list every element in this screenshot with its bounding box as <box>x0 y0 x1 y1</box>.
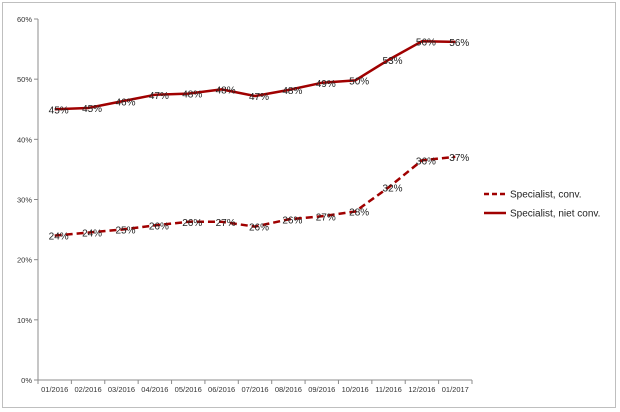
x-tick-label: 04/2016 <box>141 385 168 394</box>
data-label: 46% <box>115 97 135 108</box>
data-label: 28% <box>349 208 369 219</box>
data-label: 37% <box>449 153 469 164</box>
legend-label: Specialist, conv. <box>510 190 582 201</box>
series-lines <box>54 40 456 237</box>
data-label: 48% <box>216 85 236 96</box>
chart-frame <box>2 2 616 408</box>
x-tick-label: 01/2017 <box>442 385 469 394</box>
x-tick-label: 08/2016 <box>275 385 302 394</box>
data-label: 45% <box>82 104 102 115</box>
y-tick-label: 30% <box>17 196 32 205</box>
series-line-specialist-niet-conv <box>54 40 456 111</box>
data-label: 47% <box>149 91 169 102</box>
y-axis-ticks: 0% 10% 20% 30% 40% 50% 60% <box>17 15 38 385</box>
data-label: 50% <box>349 76 369 87</box>
y-tick-label: 10% <box>17 316 32 325</box>
x-axis-ticks: 01/2016 02/2016 03/2016 04/2016 05/2016 06/20… <box>37 380 473 394</box>
data-label: 26% <box>249 223 269 234</box>
x-tick-label: 02/2016 <box>75 385 102 394</box>
x-tick-label: 05/2016 <box>175 385 202 394</box>
x-tick-label: 09/2016 <box>308 385 335 394</box>
data-label: 25% <box>115 226 135 237</box>
data-label: 56% <box>416 37 436 48</box>
data-label: 56% <box>449 38 469 49</box>
y-tick-label: 60% <box>17 15 32 24</box>
data-label: 53% <box>383 56 403 67</box>
data-label: 26% <box>149 221 169 232</box>
series-line-specialist-conv <box>54 155 456 237</box>
data-label: 48% <box>182 90 202 101</box>
data-label: 48% <box>282 86 302 97</box>
data-label: 32% <box>383 183 403 194</box>
y-tick-label: 40% <box>17 135 32 144</box>
data-label: 27% <box>316 212 336 223</box>
y-tick-label: 20% <box>17 256 32 265</box>
x-tick-label: 10/2016 <box>342 385 369 394</box>
data-label: 47% <box>249 92 269 103</box>
data-label: 24% <box>82 229 102 240</box>
data-label: 26% <box>182 218 202 229</box>
x-tick-label: 06/2016 <box>208 385 235 394</box>
axes <box>37 19 472 381</box>
y-tick-label: 0% <box>21 376 32 385</box>
data-label: 45% <box>49 105 69 116</box>
x-tick-label: 12/2016 <box>408 385 435 394</box>
data-label: 27% <box>216 218 236 229</box>
x-tick-label: 07/2016 <box>241 385 268 394</box>
data-labels: 24% 24% 25% 26% 26% 27% 26% 26% 27% 28% 32% 36% 37% 4… <box>49 37 470 242</box>
data-label: 36% <box>416 156 436 167</box>
x-tick-label: 01/2016 <box>41 385 68 394</box>
y-tick-label: 50% <box>17 75 32 84</box>
legend: Specialist, conv. Specialist, niet conv. <box>484 190 600 220</box>
legend-label: Specialist, niet conv. <box>510 209 600 220</box>
data-label: 24% <box>49 232 69 243</box>
x-tick-label: 03/2016 <box>108 385 135 394</box>
x-tick-label: 11/2016 <box>375 385 402 394</box>
data-label: 26% <box>282 215 302 226</box>
data-label: 49% <box>316 79 336 90</box>
